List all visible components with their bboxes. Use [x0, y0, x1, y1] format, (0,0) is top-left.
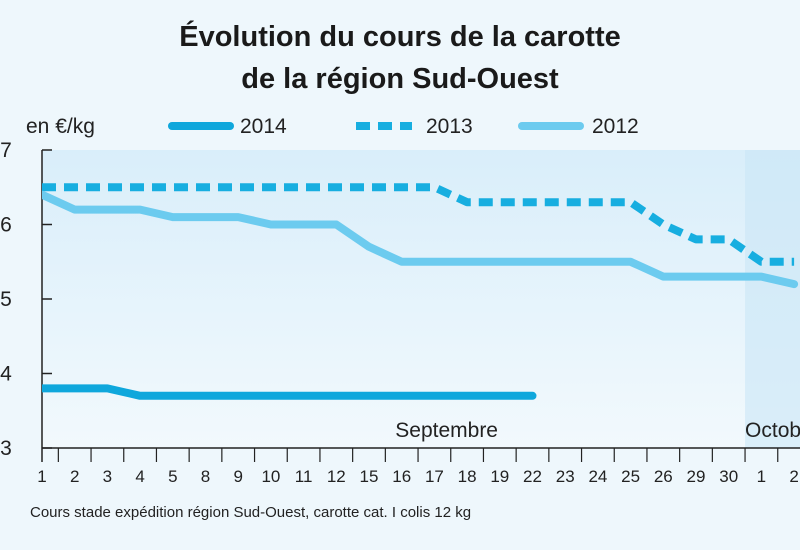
- month-labels: Septembre Octobre: [395, 419, 800, 442]
- series-lines: [42, 183, 799, 400]
- x-tick-label: 10: [261, 467, 280, 486]
- x-tick-label: 22: [523, 467, 542, 486]
- legend-label-2014: 2014: [240, 115, 287, 138]
- month-label-october: Octobre: [745, 419, 800, 442]
- y-tick-label: 5: [0, 288, 12, 311]
- x-tick-label: 18: [458, 467, 477, 486]
- x-tick-label: 8: [201, 467, 210, 486]
- x-ticks: 1 2 3 4 5 8 9 10 11 12 15 16 17 18 19 22 23 24 25 26 29 30 1 2: [37, 448, 799, 486]
- y-tick-label: 3: [0, 437, 12, 460]
- plot-area: [42, 150, 800, 448]
- legend: 2014 2013 2012: [168, 115, 639, 138]
- x-tick-label: 9: [233, 467, 242, 486]
- x-tick-label: 5: [168, 467, 177, 486]
- y-tick-label: 7: [0, 139, 12, 162]
- x-tick-label: 16: [392, 467, 411, 486]
- y-ticks: 3 4 5 6 7: [0, 139, 52, 460]
- x-tick-label: 12: [327, 467, 346, 486]
- x-tick-label: 25: [621, 467, 640, 486]
- legend-label-2013: 2013: [426, 115, 473, 138]
- x-tick-label: 15: [360, 467, 379, 486]
- x-tick-label: 19: [490, 467, 509, 486]
- x-tick-label: 4: [135, 467, 144, 486]
- month-label-september: Septembre: [395, 419, 498, 442]
- x-tick-label: 26: [654, 467, 673, 486]
- x-tick-label: 23: [556, 467, 575, 486]
- x-tick-label: 2: [789, 467, 798, 486]
- october-band: [745, 150, 800, 448]
- legend-label-2012: 2012: [592, 115, 639, 138]
- x-tick-label: 3: [103, 467, 112, 486]
- x-tick-label: 1: [757, 467, 766, 486]
- chart-title: Évolution du cours de la carotte: [179, 19, 621, 53]
- x-tick-label: 2: [70, 467, 79, 486]
- x-tick-label: 30: [719, 467, 738, 486]
- x-tick-label: 17: [425, 467, 444, 486]
- chart-subtitle: de la région Sud-Ouest: [241, 63, 559, 95]
- x-tick-label: 24: [588, 467, 607, 486]
- x-tick-label: 29: [687, 467, 706, 486]
- y-tick-label: 4: [0, 363, 12, 386]
- x-tick-label: 11: [295, 467, 313, 486]
- y-tick-label: 6: [0, 214, 12, 237]
- series-line-2012: [42, 190, 799, 289]
- source-note: Cours stade expédition région Sud-Ouest,…: [30, 504, 471, 521]
- y-axis-label: en €/kg: [26, 115, 95, 138]
- series-line-2014: [42, 384, 537, 400]
- x-tick-label: 1: [37, 467, 46, 486]
- series-line-2013: [42, 183, 795, 266]
